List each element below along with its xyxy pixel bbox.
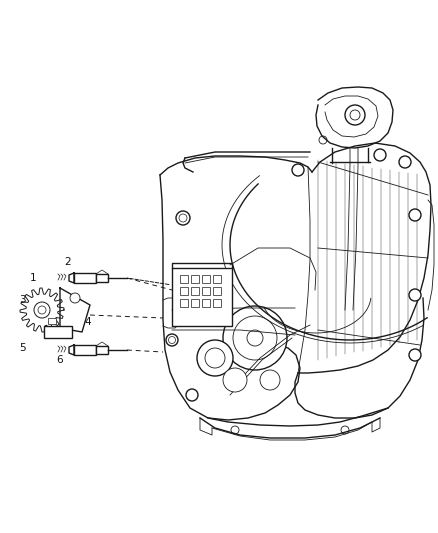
Circle shape (260, 370, 280, 390)
Bar (202, 275, 210, 283)
Circle shape (409, 349, 421, 361)
Bar (202, 287, 210, 295)
Bar (48, 318, 56, 324)
Bar (213, 299, 221, 307)
Bar (96, 274, 108, 282)
Polygon shape (60, 288, 90, 332)
Text: 4: 4 (85, 317, 91, 327)
Bar (180, 275, 188, 283)
Bar (180, 299, 188, 307)
Bar (74, 345, 96, 355)
Circle shape (186, 389, 198, 401)
Text: 3: 3 (19, 295, 25, 305)
Text: 5: 5 (19, 343, 25, 353)
Bar (74, 273, 96, 283)
Circle shape (409, 209, 421, 221)
Circle shape (399, 156, 411, 168)
Circle shape (34, 302, 50, 318)
Bar (96, 346, 108, 354)
Text: 1: 1 (30, 273, 36, 283)
Circle shape (197, 340, 233, 376)
Bar (213, 287, 221, 295)
Bar (191, 287, 199, 295)
Polygon shape (20, 288, 64, 332)
Circle shape (409, 289, 421, 301)
Circle shape (223, 368, 247, 392)
Bar (191, 275, 199, 283)
Circle shape (70, 293, 80, 303)
Text: 6: 6 (57, 355, 64, 365)
Bar (213, 275, 221, 283)
Circle shape (166, 334, 178, 346)
Bar (191, 299, 199, 307)
Bar (202, 299, 210, 307)
Bar (180, 287, 188, 295)
Bar (44, 326, 72, 338)
Circle shape (176, 211, 190, 225)
Circle shape (374, 149, 386, 161)
Circle shape (292, 164, 304, 176)
Bar (172, 268, 232, 326)
Circle shape (223, 306, 287, 370)
Text: 2: 2 (65, 257, 71, 267)
